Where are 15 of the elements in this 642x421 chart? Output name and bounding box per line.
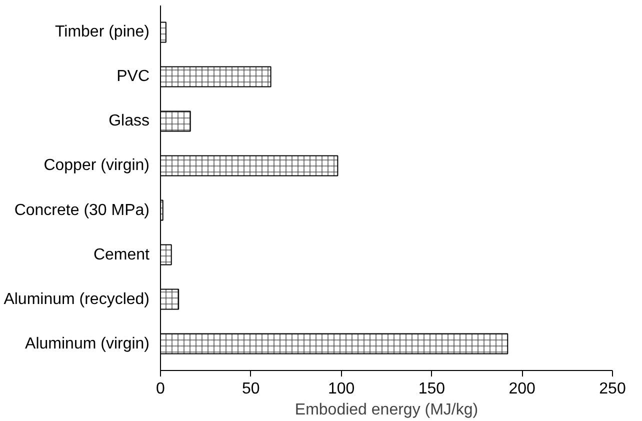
x-tick-label: 0	[156, 380, 166, 398]
x-tick-label: 50	[242, 380, 260, 398]
y-tick-label: Cement	[93, 246, 150, 264]
y-tick-label: Concrete (30 MPa)	[14, 202, 150, 219]
y-tick-label: Aluminum (recycled)	[4, 290, 150, 308]
y-tick-label: Copper (virgin)	[44, 157, 150, 174]
x-tick-label: 150	[418, 380, 446, 398]
x-tick-label: 200	[508, 380, 536, 398]
x-tick-label: 100	[328, 380, 355, 398]
y-tick-label: PVC	[116, 68, 150, 86]
y-tick-label: Aluminum (virgin)	[25, 335, 150, 352]
x-tick-label: 250	[599, 380, 626, 398]
x-axis-title: Embodied energy (MJ/kg)	[294, 402, 478, 418]
y-tick-label: Glass	[108, 112, 150, 130]
y-tick-label: Timber (pine)	[54, 24, 150, 41]
